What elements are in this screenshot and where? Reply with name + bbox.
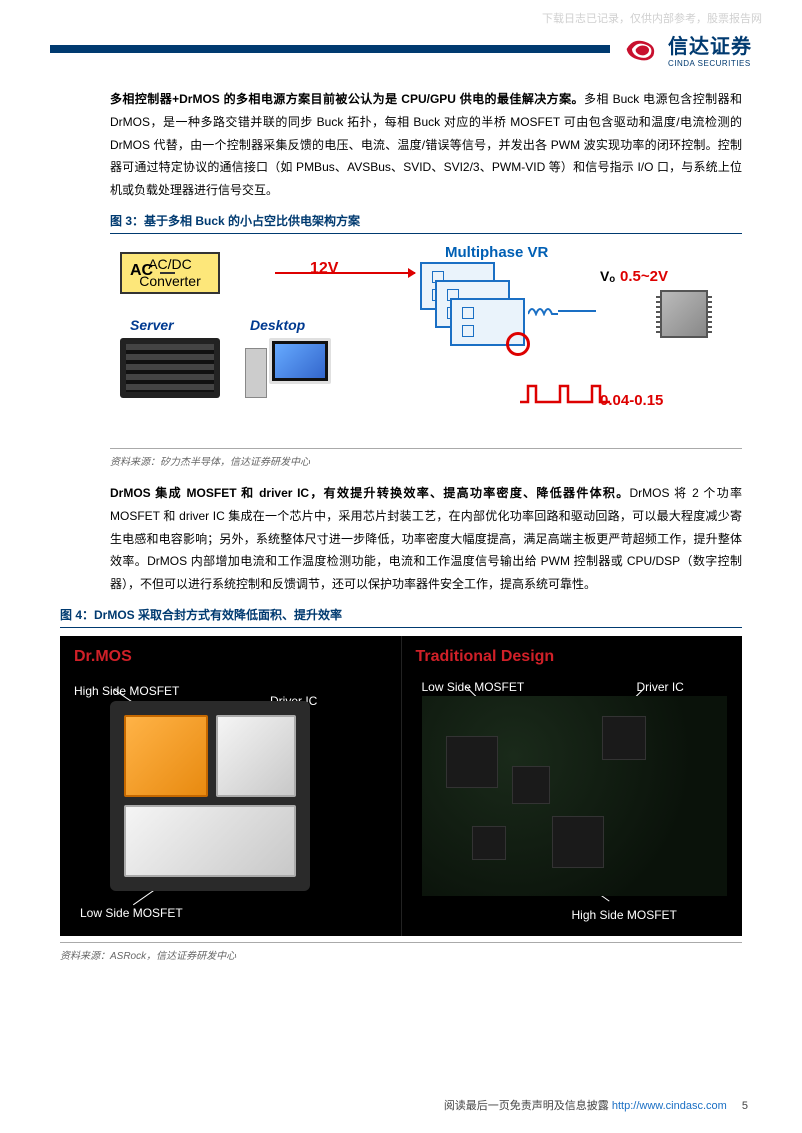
logo-swirl-icon	[620, 35, 660, 63]
para1-body: 多相 Buck 电源包含控制器和 DrMOS，是一种多路交错并联的同步 Buck…	[110, 92, 742, 197]
header-rule	[50, 45, 610, 53]
fig3-highlight-circle	[506, 332, 530, 356]
para2-lead: DrMOS 集成 MOSFET 和 driver IC，有效提升转换效率、提高功…	[110, 486, 630, 500]
fig4-hs-callout: High Side MOSFET	[74, 684, 179, 698]
page-footer: 阅读最后一页免责声明及信息披露 http://www.cindasc.com 5	[444, 1097, 748, 1113]
footer-disclaimer: 阅读最后一页免责声明及信息披露	[444, 1100, 609, 1112]
fig3-duty-range: 0.04-0.15	[600, 392, 663, 409]
fig3-server-label: Server	[130, 317, 174, 333]
fig3-pulse-waveform	[520, 382, 610, 406]
content-upper: 多相控制器+DrMOS 的多相电源方案目前被公认为是 CPU/GPU 供电的最佳…	[0, 68, 802, 596]
fig4-driver-die	[216, 715, 296, 797]
fig3-cpu-icon	[660, 290, 708, 338]
fig3-source: 资料来源：矽力杰半导体，信达证券研发中心	[110, 453, 742, 468]
fig4-container: Dr.MOS High Side MOSFET Driver IC Low Si…	[60, 636, 742, 943]
paragraph-1: 多相控制器+DrMOS 的多相电源方案目前被公认为是 CPU/GPU 供电的最佳…	[110, 88, 742, 202]
paragraph-2: DrMOS 集成 MOSFET 和 driver IC，有效提升转换效率、提高功…	[110, 482, 742, 596]
fig4-source: 资料来源：ASRock，信达证券研发中心	[60, 947, 742, 962]
fig3-mvr-label: Multiphase VR	[445, 244, 548, 261]
para1-lead: 多相控制器+DrMOS 的多相电源方案目前被公认为是 CPU/GPU 供电的最佳…	[110, 92, 584, 106]
fig4-driver-chip	[602, 716, 646, 760]
fig3-caption: 图 3：基于多相 Buck 的小占空比供电架构方案	[110, 212, 742, 234]
fig4-hs2-callout: High Side MOSFET	[572, 908, 677, 922]
fig3-vo-label: Vₒ	[600, 268, 615, 284]
fig4-hs-die	[124, 715, 208, 797]
fig3-vout-range: 0.5~2V	[620, 268, 668, 285]
fig4-substrate	[110, 701, 310, 891]
fig4-drv2-callout: Driver IC	[637, 680, 684, 694]
fig3-wire-ac	[160, 272, 175, 274]
fig3-inductor-icon	[528, 304, 558, 316]
fig3-ac-label: AC	[130, 262, 153, 280]
fig3-desktop-icon	[245, 338, 335, 402]
fig4-drmos-package	[110, 701, 310, 891]
fig4-aux-chip-1	[512, 766, 550, 804]
logo-cn: 信达证券	[668, 30, 752, 59]
fig3-wire-12v	[275, 272, 415, 274]
logo-en: CINDA SECURITIES	[668, 59, 752, 68]
fig3-container: AC AC/DC Converter 12V Multiphase VR Vₒ …	[110, 242, 742, 449]
fig3-desktop-label: Desktop	[250, 317, 305, 333]
fig4-ls-callout: Low Side MOSFET	[80, 906, 183, 920]
fig4-ls-chip	[446, 736, 498, 788]
fig4-aux-chip-2	[472, 826, 506, 860]
page: 下载日志已记录，仅供内部参考，股票报告网 信达证券 CINDA SECURITI…	[0, 0, 802, 1133]
watermark-text: 下载日志已记录，仅供内部参考，股票报告网	[542, 10, 762, 26]
fig3-output-wire	[558, 310, 596, 312]
fig3-diagram: AC AC/DC Converter 12V Multiphase VR Vₒ …	[110, 242, 742, 442]
fig4-left-title: Dr.MOS	[74, 648, 387, 666]
fig4-diagram: Dr.MOS High Side MOSFET Driver IC Low Si…	[60, 636, 742, 936]
para2-body: DrMOS 将 2 个功率 MOSFET 和 driver IC 集成在一个芯片…	[110, 486, 742, 591]
footer-url[interactable]: http://www.cindasc.com	[612, 1100, 727, 1112]
fig3-server-icon	[120, 338, 220, 398]
logo-text-block: 信达证券 CINDA SECURITIES	[668, 30, 752, 68]
content-lower: 图 4：DrMOS 采取合封方式有效降低面积、提升效率 Dr.MOS High …	[0, 606, 802, 962]
fig4-ls-die	[124, 805, 296, 877]
fig4-left-panel: Dr.MOS High Side MOSFET Driver IC Low Si…	[60, 636, 402, 936]
fig4-right-title: Traditional Design	[416, 648, 729, 666]
fig4-right-panel: Traditional Design Low Side MOSFET Drive…	[402, 636, 743, 936]
fig3-12v-label: 12V	[310, 260, 338, 278]
fig4-hs-chip	[552, 816, 604, 868]
fig4-pcb-photo	[422, 696, 728, 896]
page-number: 5	[742, 1100, 748, 1112]
fig4-caption: 图 4：DrMOS 采取合封方式有效降低面积、提升效率	[60, 606, 742, 628]
brand-logo: 信达证券 CINDA SECURITIES	[620, 30, 752, 68]
